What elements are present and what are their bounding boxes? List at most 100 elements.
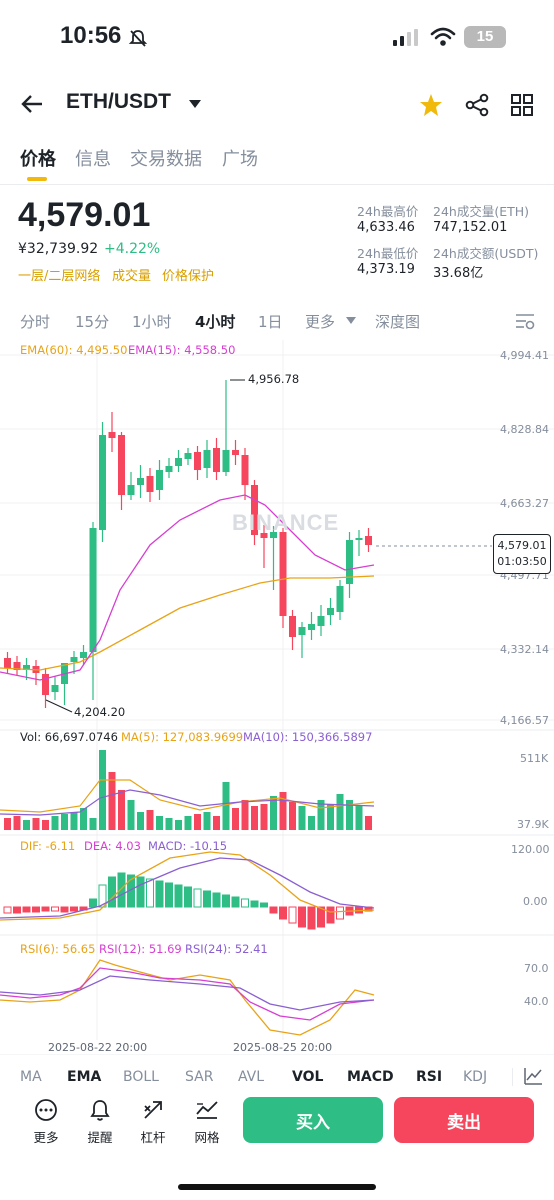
macd-axis-label: 120.00	[511, 843, 550, 856]
volume-bar	[289, 802, 296, 830]
volume-bar	[194, 814, 201, 830]
candle-body	[70, 657, 78, 662]
interval-time[interactable]: 分时	[20, 313, 51, 331]
draw-tool-icon[interactable]	[522, 1066, 544, 1086]
more-caret-icon[interactable]	[345, 316, 357, 325]
more-icon[interactable]	[34, 1098, 58, 1122]
date-label: 2025-08-25 20:00	[233, 1041, 333, 1054]
volume-bar	[203, 812, 211, 830]
indicator-kdj[interactable]: KDJ	[463, 1069, 488, 1085]
macd-bar	[117, 872, 126, 908]
tag-volume[interactable]: 成交量	[112, 269, 152, 284]
indicator-macd[interactable]: MACD	[347, 1069, 394, 1085]
macd-bar	[60, 906, 69, 913]
volume-bar	[365, 816, 372, 830]
macd-bar	[279, 906, 287, 920]
action-grid-label[interactable]: 网格	[194, 1130, 220, 1145]
rsi12-line	[0, 967, 375, 1021]
macd-bar	[260, 902, 268, 908]
candle-body	[156, 470, 163, 490]
interval-1h[interactable]: 1小时	[132, 313, 172, 331]
volume-bar	[108, 772, 116, 830]
dropdown-caret-icon[interactable]	[188, 99, 202, 109]
candle-body	[346, 540, 353, 584]
candle-body	[51, 685, 59, 692]
ma5-line	[0, 779, 375, 813]
tab-underline	[27, 177, 47, 181]
indicator-boll[interactable]: BOLL	[123, 1069, 159, 1085]
candle-body	[108, 432, 116, 438]
candle-body	[89, 528, 97, 652]
fiat-price: ¥32,739.92	[18, 241, 99, 257]
ma10-line	[0, 789, 375, 816]
macd-bar	[41, 906, 50, 912]
candle-body	[279, 532, 287, 616]
tab-info[interactable]: 信息	[75, 149, 111, 170]
divider	[512, 1068, 513, 1086]
indicator-avl[interactable]: AVL	[238, 1069, 265, 1085]
candle-body	[327, 608, 334, 615]
indicator-rsi[interactable]: RSI	[416, 1069, 443, 1085]
ema60-label: EMA(60): 4,495.50	[20, 343, 128, 357]
leverage-icon[interactable]	[141, 1098, 165, 1122]
candle-countdown: 01:03:50	[497, 555, 547, 568]
candle-body	[260, 533, 268, 538]
interval-depth[interactable]: 深度图	[375, 313, 421, 331]
volume-bar	[270, 796, 277, 830]
tag-layer-network[interactable]: 一层/二层网络	[18, 269, 101, 284]
candlestick-chart[interactable]	[0, 340, 554, 1055]
volume-bar	[279, 792, 287, 830]
indicator-ema[interactable]: EMA	[67, 1069, 102, 1085]
volume-bar	[42, 820, 49, 830]
candle-body	[23, 665, 30, 670]
tab-trading-data[interactable]: 交易数据	[130, 149, 202, 170]
chart-settings-icon[interactable]	[514, 311, 536, 331]
candle-body	[127, 485, 135, 495]
status-time: 10:56	[60, 22, 122, 49]
interval-more[interactable]: 更多	[305, 313, 336, 331]
candle-body	[118, 435, 125, 495]
price-axis-label: 4,332.14	[500, 643, 549, 656]
volume-bar	[346, 800, 353, 830]
candle-body	[165, 466, 173, 472]
interval-1d[interactable]: 1日	[258, 313, 283, 331]
tab-square[interactable]: 广场	[222, 149, 258, 170]
macd-bar	[193, 888, 202, 908]
vol-axis-label: 511K	[520, 752, 549, 765]
candle-body	[289, 616, 296, 637]
back-arrow-icon[interactable]	[20, 93, 44, 115]
star-icon[interactable]	[419, 93, 443, 117]
candle-body	[13, 662, 21, 670]
action-alert-label[interactable]: 提醒	[87, 1130, 113, 1145]
rsi24-label: RSI(24): 52.41	[185, 942, 268, 956]
price-axis-label: 4,166.57	[500, 714, 549, 727]
tab-price[interactable]: 价格	[20, 149, 56, 170]
share-icon[interactable]	[465, 93, 489, 117]
indicator-ma[interactable]: MA	[20, 1069, 42, 1085]
volume-bar	[336, 794, 344, 830]
macd-bar	[22, 906, 31, 913]
candle-body	[184, 453, 192, 459]
pair-title[interactable]: ETH/USDT	[66, 90, 171, 113]
sell-button[interactable]: 卖出	[394, 1097, 534, 1143]
grid-icon[interactable]	[510, 93, 534, 117]
ema15-line	[0, 494, 375, 681]
interval-4h[interactable]: 4小时	[195, 313, 236, 331]
indicator-sar[interactable]: SAR	[185, 1069, 214, 1085]
buy-button[interactable]: 买入	[243, 1097, 383, 1143]
tag-price-protection[interactable]: 价格保护	[162, 269, 215, 284]
action-more-label[interactable]: 更多	[33, 1130, 59, 1145]
volume-bar	[80, 808, 87, 830]
bell-icon[interactable]	[88, 1098, 112, 1122]
indicator-vol[interactable]: VOL	[292, 1069, 324, 1085]
interval-15m[interactable]: 15分	[75, 313, 110, 331]
volume-bar	[317, 800, 325, 830]
action-leverage-label[interactable]: 杠杆	[140, 1130, 166, 1145]
candle-body	[317, 616, 325, 626]
bell-muted-icon	[128, 30, 148, 47]
macd-bar	[222, 894, 230, 908]
candle-body	[308, 624, 315, 630]
grid-trading-icon[interactable]	[195, 1098, 219, 1122]
macd-bar	[288, 906, 297, 924]
change-percent: +4.22%	[104, 241, 161, 257]
